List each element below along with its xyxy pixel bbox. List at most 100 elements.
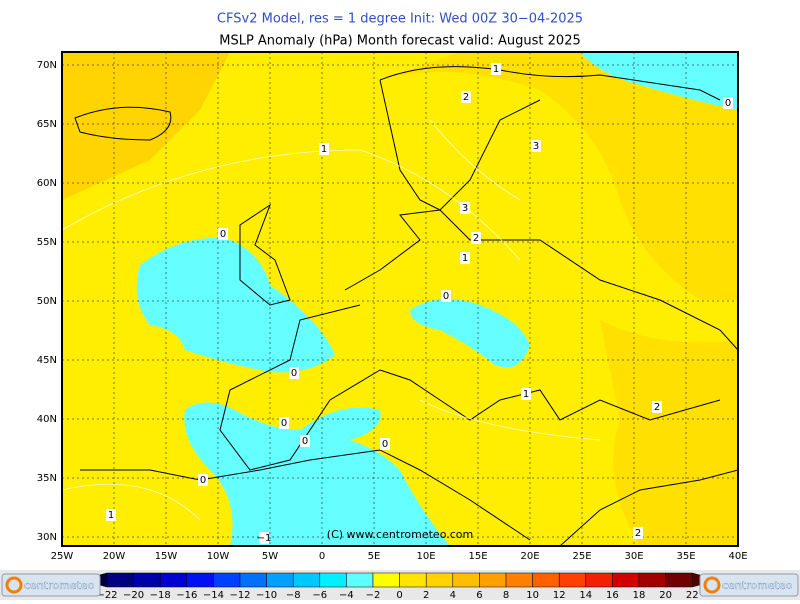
colorbar-box — [346, 572, 374, 588]
colorbar-label: −4 — [339, 590, 354, 600]
contour-label: 0 — [291, 368, 297, 379]
colorbar-label: 16 — [606, 590, 619, 600]
colorbar-box — [425, 572, 454, 588]
lat-label: 45N — [37, 355, 57, 366]
contour-label: 0 — [281, 418, 287, 429]
contour-label-bg — [460, 252, 470, 264]
colorbar-box — [372, 572, 400, 588]
title: CFSv2 Model, res = 1 degree Init: Wed 00… — [217, 12, 583, 27]
contour-label: 2 — [635, 528, 641, 539]
colorbar-label: −8 — [286, 590, 301, 600]
contour-label: 0 — [725, 98, 731, 109]
lat-label: 35N — [37, 473, 57, 484]
contour-label-bg — [491, 63, 501, 75]
colorbar-box — [505, 572, 533, 588]
contour-label-bg — [471, 232, 481, 244]
colorbar-box — [585, 572, 613, 588]
contour-label-bg — [531, 140, 541, 152]
colorbar-box — [319, 572, 347, 588]
contour-label-bg — [279, 417, 289, 429]
colorbar-label: 14 — [579, 590, 592, 600]
lon-label: 30E — [624, 551, 643, 562]
colorbar-label: −16 — [176, 590, 197, 600]
lat-label: 30N — [37, 532, 57, 543]
lon-label: 15E — [468, 551, 487, 562]
lon-label: 5E — [368, 551, 381, 562]
contour-label-bg — [652, 401, 662, 413]
copyright: (C) www.centrometeo.com — [327, 528, 473, 541]
colorbar-label: 4 — [450, 590, 456, 600]
colorbar-label: 10 — [526, 590, 539, 600]
logo-box — [1, 573, 101, 597]
colorbar-box — [532, 572, 560, 588]
contour-label: 0 — [302, 436, 308, 447]
colorbar-box — [213, 572, 241, 588]
lon-label: 10E — [416, 551, 435, 562]
contour-label-bg — [723, 97, 733, 109]
colorbar-box — [159, 572, 188, 588]
logo: centrometeo — [722, 579, 793, 592]
contour-label: 3 — [462, 203, 468, 214]
contour-label-bg — [218, 228, 228, 240]
colorbar-label: 2 — [423, 590, 429, 600]
colorbar-box — [665, 572, 693, 588]
contour-label-bg — [441, 290, 451, 302]
logo: centrometeo — [24, 579, 95, 592]
contour-label: 2 — [654, 402, 660, 413]
lon-label: 25W — [51, 551, 74, 562]
colorbar-box — [133, 572, 161, 588]
colorbar-label: −14 — [203, 590, 224, 600]
contour-label-bg — [289, 367, 299, 379]
lat-label: 40N — [37, 414, 57, 425]
colorbar-box — [558, 572, 587, 588]
contour-label: 0 — [443, 291, 449, 302]
colorbar-label: 8 — [503, 590, 509, 600]
lon-label: 35E — [676, 551, 695, 562]
contour-label-bg — [319, 143, 329, 155]
colorbar-label: −20 — [123, 590, 144, 600]
contour-label: 1 — [493, 64, 499, 75]
contour-label: 1 — [523, 389, 529, 400]
contour-label-bg — [380, 438, 390, 450]
contour-label-bg — [461, 91, 471, 103]
contour-label-bg — [106, 509, 116, 521]
lon-label: 20E — [520, 551, 539, 562]
contour-label-bg — [259, 532, 269, 544]
lon-label: 40E — [728, 551, 747, 562]
contour-label: 3 — [533, 141, 539, 152]
colorbar-label: 20 — [659, 590, 672, 600]
lat-label: 55N — [37, 237, 57, 248]
subtitle: MSLP Anomaly (hPa) Month forecast valid:… — [219, 34, 581, 49]
logo-icon — [5, 576, 23, 594]
lon-label: 20W — [103, 551, 126, 562]
contour-label: 1 — [321, 144, 327, 155]
contour-label: 1 — [108, 510, 114, 521]
contour-label-bg — [633, 527, 643, 539]
lon-label: 10W — [207, 551, 230, 562]
colorbar-box — [239, 572, 267, 588]
lon-label: 25E — [572, 551, 591, 562]
colorbar-box — [292, 572, 321, 588]
contour-label-bg — [460, 202, 470, 214]
lat-label: 70N — [37, 60, 57, 71]
colorbar-label: −12 — [229, 590, 250, 600]
contour-label-bg — [521, 388, 531, 400]
colorbar-label: −10 — [256, 590, 277, 600]
colorbar-box — [479, 572, 507, 588]
lon-label: 0 — [319, 551, 325, 562]
colorbar-label: 12 — [553, 590, 566, 600]
colorbar-box — [266, 572, 294, 588]
contour-label: 1 — [462, 253, 468, 264]
contour-label: 2 — [473, 233, 479, 244]
colorbar-label: −2 — [366, 590, 381, 600]
map-frame — [61, 51, 739, 547]
colorbar-label: −22 — [96, 590, 117, 600]
contour-label: 0 — [200, 475, 206, 486]
map-field — [62, 52, 738, 546]
contour-label: 0 — [382, 439, 388, 450]
contour-label-bg — [300, 435, 310, 447]
lat-label: 65N — [37, 119, 57, 130]
colorbar-label: −6 — [312, 590, 327, 600]
lat-label: 60N — [37, 178, 57, 189]
colorbar-box — [186, 572, 214, 588]
